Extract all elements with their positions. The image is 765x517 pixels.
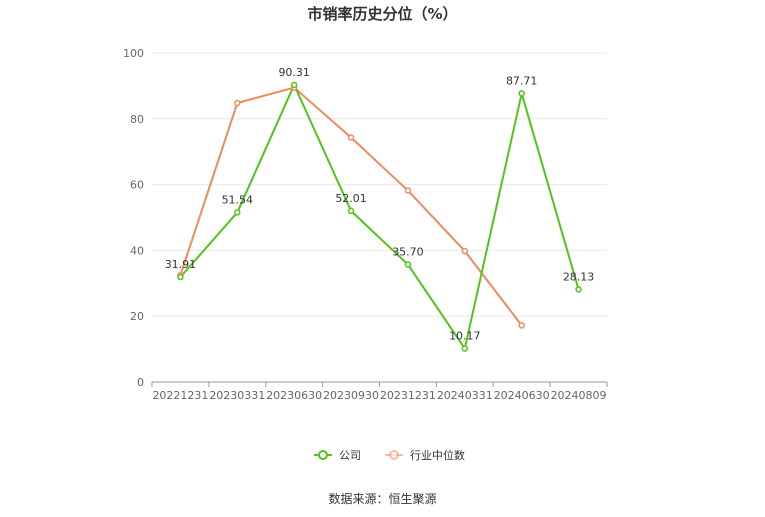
grid-lines: [152, 52, 607, 317]
y-tick-label: 40: [130, 244, 144, 257]
y-axis: 0 20 40 60 80 100: [123, 47, 144, 389]
data-point: [461, 345, 469, 352]
data-point: [461, 247, 469, 255]
x-tick-label: 20221231: [152, 389, 208, 402]
x-axis: 20221231 20230331 20230630 20230930 20231231…: [151, 381, 608, 402]
x-tick-label: 20230930: [323, 389, 379, 402]
data-label: 87.71: [506, 74, 538, 87]
data-point: [518, 322, 525, 329]
y-tick-label: 20: [130, 310, 144, 323]
series-lines: [179, 82, 580, 352]
legend-label: 行业中位数: [410, 448, 465, 462]
data-point: [575, 286, 582, 293]
data-point: [404, 187, 412, 194]
data-source: 数据来源：恒生聚源: [328, 492, 437, 506]
legend-label: 公司: [339, 449, 361, 462]
x-tick-label: 20230630: [266, 389, 322, 402]
data-point: [234, 99, 241, 107]
x-tick-label: 20240809: [551, 389, 607, 402]
data-label: 28.13: [563, 270, 595, 283]
data-point: [404, 261, 412, 268]
legend-marker: [389, 450, 399, 460]
data-point: [290, 81, 298, 89]
data-label: 52.01: [335, 192, 367, 205]
data-label: 10.17: [449, 330, 481, 343]
data-label: 31.91: [165, 258, 197, 271]
y-tick-label: 60: [130, 179, 144, 192]
legend-marker: [318, 450, 328, 460]
y-tick-label: 100: [123, 47, 144, 60]
data-point: [347, 134, 355, 141]
data-label: 35.70: [392, 246, 424, 259]
legend: 公司 行业中位数: [314, 448, 465, 462]
data-labels: 31.91 51.54 90.31 52.01 35.70 10.17 87.71 28.13: [165, 66, 595, 343]
series-line-1: [179, 86, 523, 327]
y-tick-label: 80: [130, 113, 144, 126]
data-label: 90.31: [278, 66, 310, 79]
data-point: [177, 273, 184, 281]
x-tick-label: 20230331: [209, 389, 265, 402]
y-tick-label: 0: [137, 376, 144, 389]
data-point: [234, 209, 241, 216]
data-label: 51.54: [222, 193, 254, 206]
data-point: [518, 90, 525, 97]
x-tick-label: 20231231: [380, 389, 436, 402]
x-tick-label: 20240630: [494, 389, 550, 402]
x-tick-label: 20240331: [437, 389, 493, 402]
series-points: [177, 81, 582, 352]
chart-title: 市销率历史分位（%）: [307, 5, 458, 23]
data-point: [347, 207, 355, 215]
series-line-0: [179, 82, 580, 352]
